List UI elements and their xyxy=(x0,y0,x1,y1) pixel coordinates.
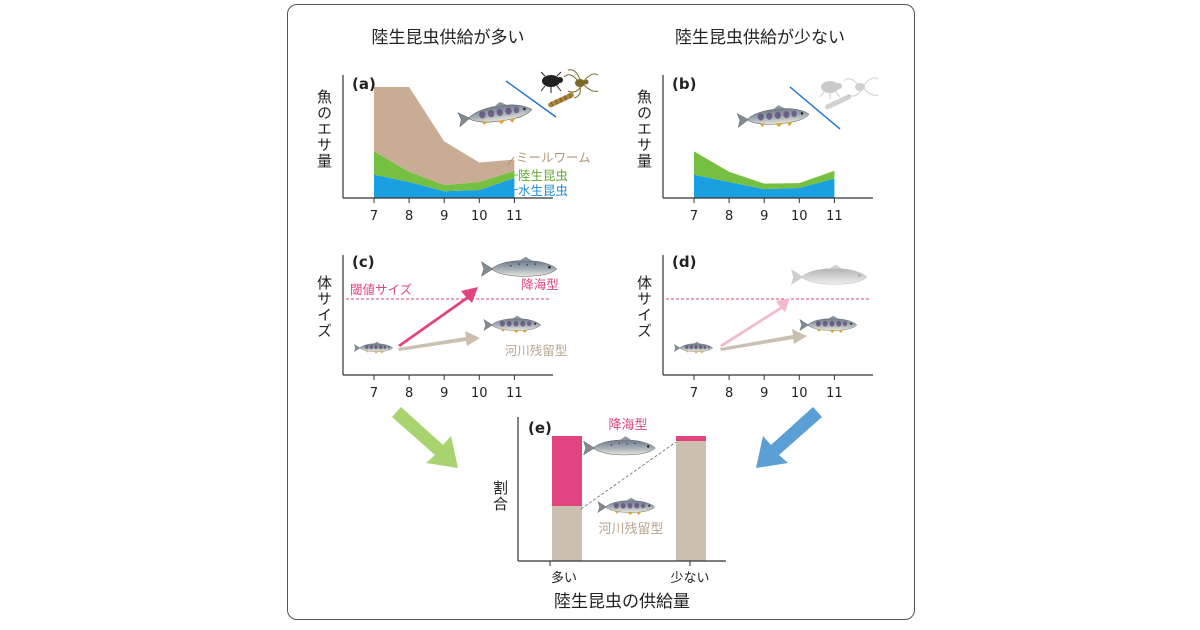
spider-icon-faded xyxy=(843,77,879,97)
area-series-0 xyxy=(374,174,515,198)
panel-b-ticks: 7 8 9 10 11 xyxy=(690,198,843,224)
x-tick-label: 7 xyxy=(690,386,698,401)
x-tick-label: 8 xyxy=(725,386,733,401)
panel-e: (e) 割合 多い 少ない 陸生昆虫の供給量 降海型 河川残留型 xyxy=(491,417,726,612)
panel-b: 7 8 9 10 11 (b) 魚のエサ量 xyxy=(635,75,879,224)
supply-line-icon xyxy=(505,80,557,118)
blue-flow-arrow xyxy=(756,407,822,468)
left-condition-title: 陸生昆虫供給が多い xyxy=(372,28,525,48)
bar-1-series-0 xyxy=(676,441,706,561)
panel-d-ylabel: 体サイズ xyxy=(635,275,653,339)
spider-icon xyxy=(563,69,599,99)
panel-c: 7 8 9 10 11 (c) 体サイズ 閾値サイズ 降海型 河川残留型 xyxy=(315,253,567,401)
juvenile-fish-d xyxy=(673,341,714,354)
arrow-to-resident xyxy=(398,331,480,351)
x-tick-label: 7 xyxy=(370,209,378,224)
panel-b-ylabel: 魚のエサ量 xyxy=(635,89,653,169)
right-condition-title: 陸生昆虫供給が少ない xyxy=(675,28,845,48)
panel-b-label: (b) xyxy=(672,75,696,93)
juvenile-fish xyxy=(353,341,394,354)
legend-aquatic: 水生昆虫 xyxy=(518,183,568,198)
panel-c-ylabel: 体サイズ xyxy=(315,275,333,339)
x-tick-label: 11 xyxy=(506,209,523,224)
proportion-connector xyxy=(580,441,677,510)
x-tick-label: 8 xyxy=(405,386,413,401)
category-label: 多い xyxy=(551,570,577,586)
x-tick-label: 11 xyxy=(826,209,843,224)
bar-0-series-0 xyxy=(552,506,582,561)
category-label: 少ない xyxy=(670,571,709,586)
resident-label: 河川残留型 xyxy=(505,343,568,358)
arrow-to-resident-d xyxy=(720,329,807,351)
area-series-1 xyxy=(374,151,515,192)
bar-0-series-1 xyxy=(552,436,582,506)
panel-a: 7 8 9 10 11 (a) 魚のエサ量 ミールワーム 陸生昆虫 水生昆虫 xyxy=(315,69,599,224)
bar-1-series-1 xyxy=(676,436,706,441)
x-tick-label: 8 xyxy=(725,209,733,224)
panel-e-bars xyxy=(552,436,706,561)
panel-c-ticks: 7 8 9 10 11 xyxy=(370,375,523,401)
area-series-2 xyxy=(374,87,515,186)
x-tick-label: 10 xyxy=(471,209,488,224)
resident-label-e: 河川残留型 xyxy=(598,522,663,537)
x-tick-label: 9 xyxy=(760,209,768,224)
resident-fish-e xyxy=(597,497,656,516)
legend-mealworm: ミールワーム xyxy=(516,150,591,165)
sea-run-label-e: 降海型 xyxy=(608,418,647,433)
panel-a-areas xyxy=(374,87,515,198)
larva-icon xyxy=(548,92,574,108)
figure-frame: 陸生昆虫供給が多い 陸生昆虫供給が少ない 7 8 9 10 11 (a) 魚のエサ量 ミ… xyxy=(287,4,915,620)
green-flow-arrow xyxy=(392,407,458,468)
sea-run-fish-faded xyxy=(790,264,868,285)
threshold-label: 閾値サイズ xyxy=(350,282,412,297)
area-series-1 xyxy=(694,151,835,190)
beetle-icon-faded xyxy=(819,81,842,99)
panel-d: 7 8 9 10 11 (d) 体サイズ xyxy=(635,253,873,401)
sea-run-fish xyxy=(480,256,558,277)
arrow-to-sea-run xyxy=(398,287,478,347)
x-tick-label: 10 xyxy=(791,386,808,401)
resident-fish xyxy=(483,315,542,334)
fish-illustration xyxy=(456,97,534,131)
panel-a-ylabel: 魚のエサ量 xyxy=(315,89,333,169)
panel-d-label: (d) xyxy=(672,253,696,271)
sea-run-fish-e xyxy=(583,435,656,456)
x-tick-label: 7 xyxy=(690,209,698,224)
panel-e-ylabel: 割合 xyxy=(491,480,509,512)
panel-d-ticks: 7 8 9 10 11 xyxy=(690,375,843,401)
x-tick-label: 7 xyxy=(370,386,378,401)
arrow-to-sea-run-faded xyxy=(720,298,790,347)
sea-run-label: 降海型 xyxy=(521,277,559,292)
x-tick-label: 10 xyxy=(791,209,808,224)
panel-e-xlabel: 陸生昆虫の供給量 xyxy=(554,592,690,612)
legend-terrestrial: 陸生昆虫 xyxy=(518,168,568,183)
fish-illustration-b xyxy=(736,102,811,132)
figure-canvas: 陸生昆虫供給が多い 陸生昆虫供給が少ない 7 8 9 10 11 (a) 魚のエサ量 ミ… xyxy=(315,28,879,612)
panel-e-label: (e) xyxy=(528,419,552,437)
x-tick-label: 9 xyxy=(440,386,448,401)
legend-aquatic-leader xyxy=(509,188,519,192)
beetle-icon xyxy=(540,71,563,93)
x-tick-label: 9 xyxy=(760,386,768,401)
supply-line-icon-b xyxy=(789,86,841,130)
x-tick-label: 9 xyxy=(440,209,448,224)
panel-c-label: (c) xyxy=(352,253,375,271)
legend-mealworm-leader xyxy=(507,156,515,166)
larva-icon-faded xyxy=(825,94,851,110)
panel-a-label: (a) xyxy=(352,75,376,93)
x-tick-label: 11 xyxy=(506,386,523,401)
area-series-0 xyxy=(694,174,835,198)
panel-a-ticks: 7 8 9 10 11 xyxy=(370,198,523,224)
x-tick-label: 10 xyxy=(471,386,488,401)
x-tick-label: 11 xyxy=(826,386,843,401)
panel-b-areas xyxy=(694,151,835,198)
resident-fish-d xyxy=(799,315,858,334)
x-tick-label: 8 xyxy=(405,209,413,224)
